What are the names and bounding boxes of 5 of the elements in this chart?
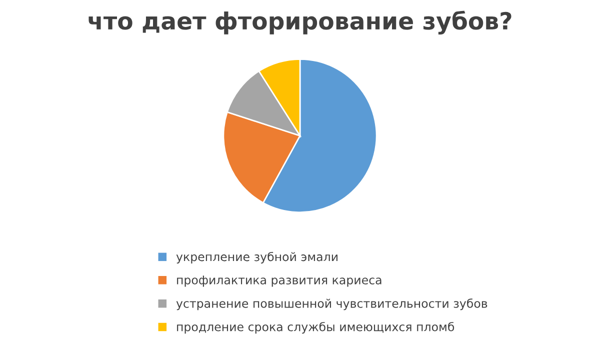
chart-title: что дает фторирование зубов? bbox=[88, 10, 512, 35]
legend-label: профилактика развития кариеса bbox=[177, 276, 382, 287]
legend-label: продление срока службы имеющихся пломб bbox=[177, 322, 454, 334]
legend-label: устранение повышенной чувствительности зубов bbox=[176, 298, 488, 310]
legend-label: укрепление зубной эмали bbox=[176, 252, 338, 264]
